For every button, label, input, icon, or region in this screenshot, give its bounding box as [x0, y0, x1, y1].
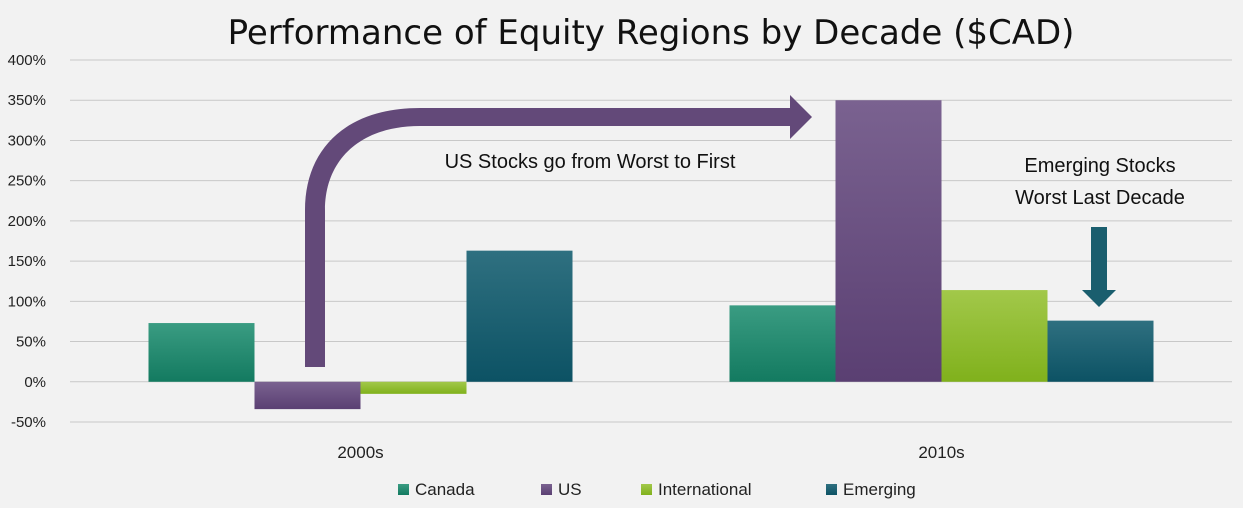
y-axis-ticks: -50% 0% 50% 100% 150% 200% 250% 300% 350% 400% — [8, 52, 46, 431]
y-tick-label: 100% — [8, 293, 46, 310]
y-tick-label: -50% — [11, 414, 46, 431]
y-tick-label: 150% — [8, 253, 46, 270]
legend: Canada US International Emerging — [398, 480, 916, 499]
bar-canada-2000s — [148, 323, 255, 382]
legend-label-canada: Canada — [415, 480, 475, 499]
legend-label-emerging: Emerging — [843, 480, 916, 499]
annotation-us-label: US Stocks go from Worst to First — [445, 151, 736, 173]
bar-us-2010s — [835, 100, 942, 382]
legend-swatch-us — [541, 484, 552, 495]
y-tick-label: 350% — [8, 92, 46, 109]
y-tick-label: 250% — [8, 173, 46, 190]
legend-label-us: US — [558, 480, 582, 499]
legend-swatch-emerging — [826, 484, 837, 495]
x-category-label: 2000s — [337, 443, 383, 462]
bars — [148, 100, 1154, 410]
y-tick-label: 0% — [24, 374, 46, 391]
bar-emerging-2010s — [1047, 320, 1154, 382]
bar-us-2000s — [254, 381, 361, 410]
x-axis-categories: 2000s 2010s — [337, 443, 964, 462]
legend-swatch-international — [641, 484, 652, 495]
y-tick-label: 300% — [8, 132, 46, 149]
y-tick-label: 200% — [8, 213, 46, 230]
bar-emerging-2000s — [466, 250, 573, 382]
chart-title: Performance of Equity Regions by Decade … — [228, 13, 1075, 53]
bar-international-2010s — [941, 290, 1048, 382]
emerging-down-arrow-icon — [1082, 227, 1116, 307]
legend-label-international: International — [658, 480, 752, 499]
annotation-emerging-line-2: Worst Last Decade — [1015, 187, 1185, 209]
y-tick-label: 50% — [16, 334, 46, 351]
annotation-emerging-line-1: Emerging Stocks — [1024, 155, 1175, 177]
bar-international-2000s — [360, 381, 467, 394]
bar-canada-2010s — [729, 305, 836, 382]
x-category-label: 2010s — [918, 443, 964, 462]
legend-swatch-canada — [398, 484, 409, 495]
y-tick-label: 400% — [8, 52, 46, 69]
us-worst-to-first-arrow-icon — [305, 95, 812, 367]
